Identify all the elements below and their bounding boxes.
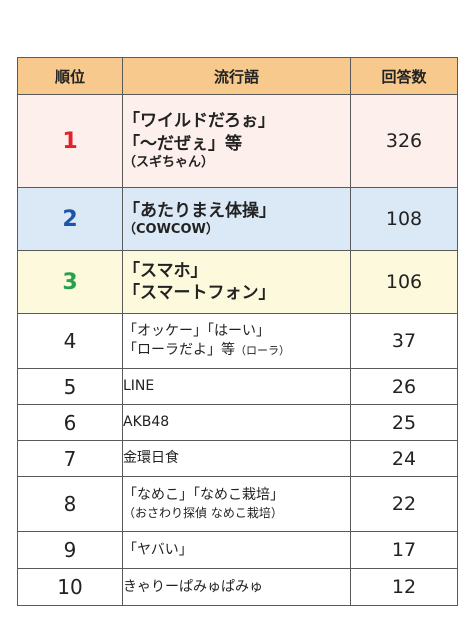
word-source: （スギちゃん） (123, 154, 215, 170)
count-cell: 26 (350, 368, 458, 405)
word-text: 「ローラだよ」等 (123, 342, 235, 358)
word-cell: 「なめこ」「なめこ栽培」 （おさわり探偵 なめこ栽培） (122, 476, 351, 532)
rank-cell: 2 (17, 187, 123, 251)
count-cell: 37 (350, 313, 458, 369)
word-cell: 「スマホ」 「スマートフォン」 (122, 250, 351, 314)
table-row: 7 金環日食 24 (17, 440, 458, 477)
rank-cell: 5 (17, 368, 123, 405)
table-row: 3 「スマホ」 「スマートフォン」 106 (17, 250, 458, 314)
word-line: 「なめこ」「なめこ栽培」 (123, 487, 284, 504)
word-cell: 「ヤバい」 (122, 531, 351, 569)
rank-cell: 9 (17, 531, 123, 569)
table-header-row: 順位 流行語 回答数 (17, 57, 458, 95)
background-watermark (0, 6, 475, 46)
rank-cell: 3 (17, 250, 123, 314)
word-line: 「オッケー」「はーい」 (123, 323, 270, 340)
table-row: 5 LINE 26 (17, 368, 458, 405)
count-cell: 22 (350, 476, 458, 532)
header-count: 回答数 (350, 57, 458, 95)
count-cell: 12 (350, 568, 458, 606)
table-row: 10 きゃりーぱみゅぱみゅ 12 (17, 568, 458, 606)
word-source: （ローラ） (235, 344, 290, 357)
rank-cell: 8 (17, 476, 123, 532)
word-cell: 金環日食 (122, 440, 351, 477)
word-line: 「スマートフォン」 (123, 283, 276, 303)
word-cell: 「オッケー」「はーい」 「ローラだよ」等（ローラ） (122, 313, 351, 369)
count-cell: 326 (350, 94, 458, 188)
rank-cell: 7 (17, 440, 123, 477)
word-cell: きゃりーぱみゅぱみゅ (122, 568, 351, 606)
word-line: 「あたりまえ体操」 (123, 200, 276, 221)
header-rank: 順位 (17, 57, 123, 95)
ranking-table: 順位 流行語 回答数 1 「ワイルドだろぉ」 「〜だぜぇ」等 （スギちゃん） 3… (17, 57, 458, 606)
rank-cell: 6 (17, 404, 123, 441)
word-line: 「〜だぜぇ」等 (123, 133, 242, 154)
word-cell: AKB48 (122, 404, 351, 441)
word-line: 「ローラだよ」等（ローラ） (123, 341, 350, 360)
word-cell: 「ワイルドだろぉ」 「〜だぜぇ」等 （スギちゃん） (122, 94, 351, 188)
table-row: 9 「ヤバい」 17 (17, 531, 458, 569)
table-row: 2 「あたりまえ体操」 （COWCOW） 108 (17, 187, 458, 251)
word-cell: LINE (122, 368, 351, 405)
count-cell: 106 (350, 250, 458, 314)
table-row: 6 AKB48 25 (17, 404, 458, 441)
word-cell: 「あたりまえ体操」 （COWCOW） (122, 187, 351, 251)
count-cell: 17 (350, 531, 458, 569)
count-cell: 108 (350, 187, 458, 251)
word-source: （おさわり探偵 なめこ栽培） (123, 506, 283, 521)
rank-cell: 4 (17, 313, 123, 369)
table-row: 4 「オッケー」「はーい」 「ローラだよ」等（ローラ） 37 (17, 313, 458, 369)
header-word: 流行語 (122, 57, 351, 95)
table-row: 1 「ワイルドだろぉ」 「〜だぜぇ」等 （スギちゃん） 326 (17, 94, 458, 188)
rank-cell: 1 (17, 94, 123, 188)
table-row: 8 「なめこ」「なめこ栽培」 （おさわり探偵 なめこ栽培） 22 (17, 476, 458, 532)
rank-cell: 10 (17, 568, 123, 606)
count-cell: 25 (350, 404, 458, 441)
word-line: 「ワイルドだろぉ」 (123, 111, 275, 132)
count-cell: 24 (350, 440, 458, 477)
word-source: （COWCOW） (123, 221, 219, 237)
word-line: 「スマホ」 (123, 260, 208, 281)
